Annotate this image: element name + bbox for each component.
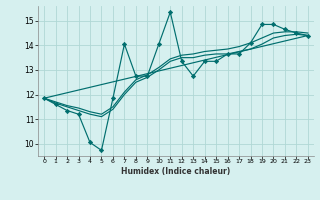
- X-axis label: Humidex (Indice chaleur): Humidex (Indice chaleur): [121, 167, 231, 176]
